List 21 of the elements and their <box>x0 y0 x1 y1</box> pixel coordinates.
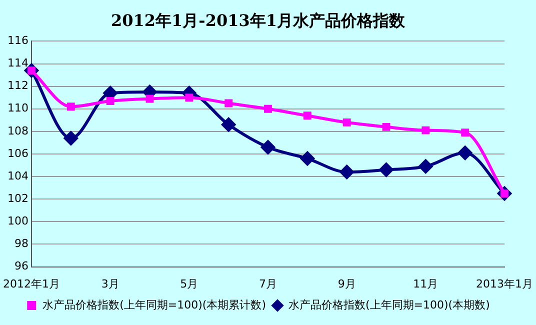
x-tick-label: 2013年1月 <box>476 277 534 290</box>
x-tick-label: 7月 <box>259 277 277 290</box>
x-tick-label: 3月 <box>101 277 120 290</box>
y-tick-label: 110 <box>7 102 28 115</box>
y-tick-label: 98 <box>14 237 28 250</box>
y-tick-label: 100 <box>7 214 28 228</box>
legend-label: 水产品价格指数(上年同期=100)(本期数) <box>288 298 490 312</box>
chart-title: 2012年1月-2013年1月水产品价格指数 <box>111 10 406 30</box>
x-tick-label: 9月 <box>338 277 356 290</box>
y-tick-label: 112 <box>7 79 28 92</box>
y-tick-label: 96 <box>14 260 28 273</box>
y-tick-label: 116 <box>7 34 28 48</box>
legend-label: 水产品价格指数(上年同期=100)(本期累计数) <box>42 298 266 312</box>
y-tick-label: 104 <box>7 169 28 182</box>
x-tick-label: 5月 <box>180 277 198 290</box>
y-tick-label: 106 <box>7 146 28 160</box>
x-tick-label: 11月 <box>413 277 438 290</box>
y-tick-label: 108 <box>7 124 28 138</box>
y-tick-label: 102 <box>7 192 28 205</box>
y-tick-label: 114 <box>7 56 28 70</box>
x-tick-label: 2012年1月 <box>2 277 60 290</box>
